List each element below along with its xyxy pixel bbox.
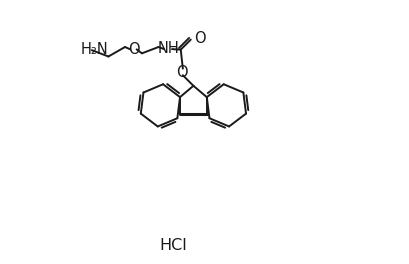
Text: NH: NH [157,41,179,56]
Text: O: O [194,31,206,46]
Text: O: O [177,65,188,80]
Text: HCl: HCl [159,238,187,253]
Text: H₂N: H₂N [81,42,108,57]
Text: O: O [128,42,139,57]
